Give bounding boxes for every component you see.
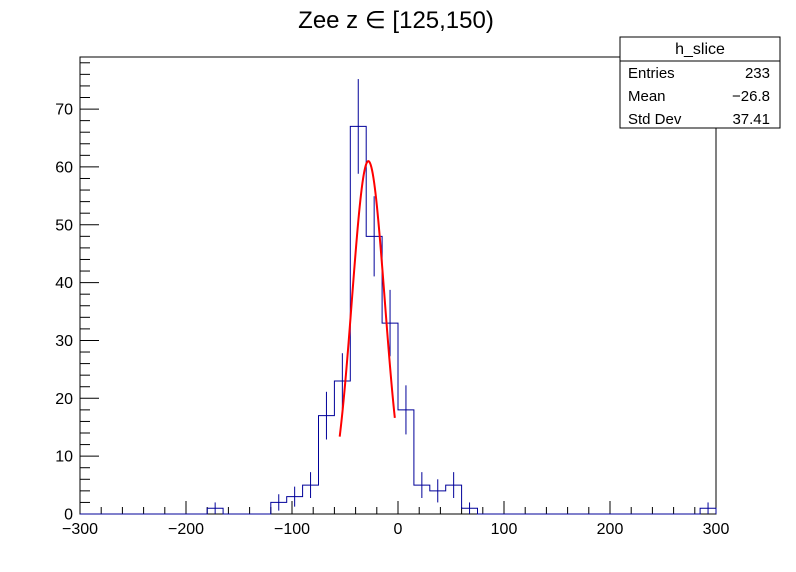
stats-mean-label: Mean xyxy=(628,88,666,105)
stats-stddev-value: 37.41 xyxy=(732,111,770,128)
stats-stddev-label: Std Dev xyxy=(628,111,682,128)
y-tick-label: 30 xyxy=(55,333,73,350)
chart-title: Zee z ∈ [125,150) xyxy=(298,7,494,34)
y-tick-label: 50 xyxy=(55,217,73,234)
x-tick-label: 300 xyxy=(703,521,730,538)
x-tick-label: −300 xyxy=(62,521,98,538)
x-tick-label: −100 xyxy=(274,521,310,538)
axis-ticks xyxy=(79,62,717,515)
x-tick-label: −200 xyxy=(168,521,204,538)
stats-mean-value: −26.8 xyxy=(732,88,770,105)
stats-box-frame xyxy=(619,36,781,129)
y-axis-labels: 0 10 20 30 40 50 60 70 xyxy=(55,102,73,524)
y-tick-label: 70 xyxy=(55,102,73,119)
stats-entries-value: 233 xyxy=(745,65,770,82)
y-tick-label: 20 xyxy=(55,391,73,408)
fit-curve xyxy=(338,160,396,437)
gaussian-fit xyxy=(338,160,396,437)
x-tick-label: 0 xyxy=(394,521,403,538)
y-tick-label: 60 xyxy=(55,159,73,176)
x-tick-label: 200 xyxy=(597,521,624,538)
y-tick-label: 0 xyxy=(64,507,73,524)
x-axis-labels: −300 −200 −100 0 100 200 300 xyxy=(62,521,729,538)
histogram-outline xyxy=(80,125,717,515)
histogram-bins xyxy=(80,79,717,515)
y-tick-label: 10 xyxy=(55,449,73,466)
x-tick-label: 100 xyxy=(491,521,518,538)
stats-box: h_slice Entries 233 Mean −26.8 Std Dev 3… xyxy=(619,36,781,129)
y-tick-label: 40 xyxy=(55,275,73,292)
stats-entries-label: Entries xyxy=(628,65,675,82)
stats-box-title: h_slice xyxy=(675,41,725,58)
